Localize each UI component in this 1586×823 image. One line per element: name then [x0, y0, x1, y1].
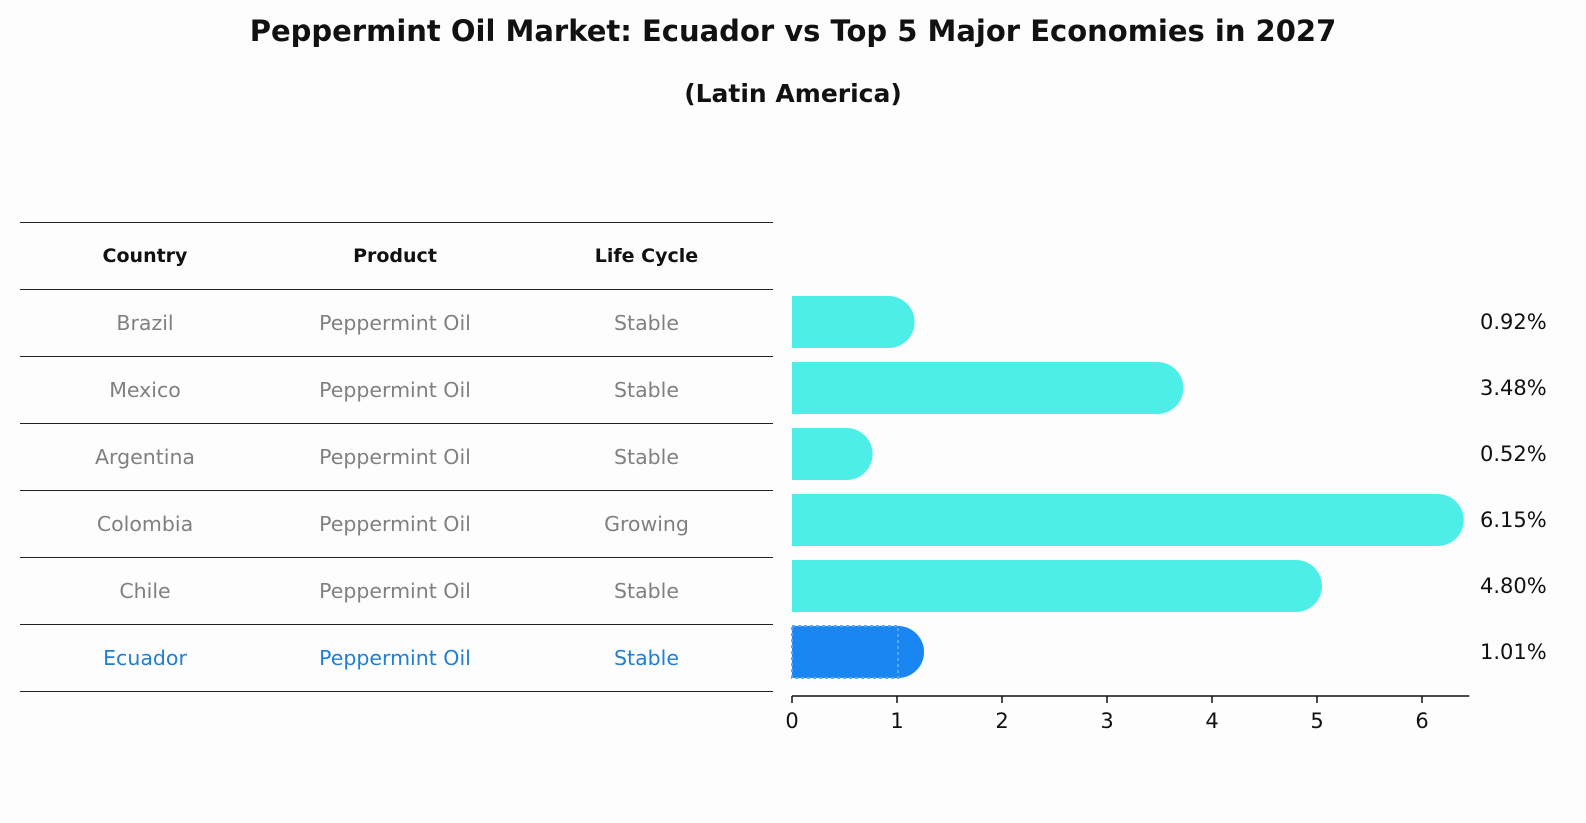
life-cycle-cell: Stable	[614, 579, 679, 603]
table-row: Brazil Peppermint Oil Stable	[20, 290, 773, 357]
bar-value-label: 6.15%	[1480, 508, 1547, 532]
data-table: Country Product Life Cycle Brazil Pepper…	[20, 222, 773, 692]
country-cell: Mexico	[109, 378, 181, 402]
header-product: Product	[353, 245, 437, 267]
life-cycle-cell: Stable	[614, 378, 679, 402]
chart-title: Peppermint Oil Market: Ecuador vs Top 5 …	[249, 14, 1337, 48]
bar-highlight-outline	[791, 625, 900, 679]
chart-subtitle: (Latin America)	[684, 79, 902, 108]
header-country: Country	[102, 245, 188, 267]
product-cell: Peppermint Oil	[319, 378, 471, 402]
bar	[792, 494, 1464, 546]
bar	[792, 362, 1184, 414]
x-tick-label: 5	[1310, 709, 1323, 733]
x-tick-label: 0	[785, 709, 798, 733]
bar	[792, 428, 873, 480]
bar-value-label: 0.92%	[1480, 310, 1547, 334]
life-cycle-cell: Stable	[614, 445, 679, 469]
product-cell: Peppermint Oil	[319, 512, 471, 536]
bar	[792, 296, 915, 348]
x-tick-label: 6	[1415, 709, 1428, 733]
table-row: Chile Peppermint Oil Stable	[20, 558, 773, 625]
country-cell: Brazil	[116, 311, 174, 335]
life-cycle-cell: Stable	[614, 311, 679, 335]
product-cell: Peppermint Oil	[319, 445, 471, 469]
bar-value-label: 3.48%	[1480, 376, 1547, 400]
header-life-cycle: Life Cycle	[594, 245, 699, 267]
bar	[792, 560, 1322, 612]
table-row: Colombia Peppermint Oil Growing	[20, 491, 773, 558]
table-row-highlighted: Ecuador Peppermint Oil Stable	[20, 625, 773, 692]
bar-highlighted	[792, 626, 925, 678]
x-tick-label: 1	[890, 709, 903, 733]
bar-value-label: 1.01%	[1480, 640, 1547, 664]
product-cell: Peppermint Oil	[319, 311, 471, 335]
x-tick-label: 4	[1205, 709, 1218, 733]
table-row: Mexico Peppermint Oil Stable	[20, 357, 773, 424]
bar-value-label: 4.80%	[1480, 574, 1547, 598]
product-cell: Peppermint Oil	[319, 646, 471, 670]
table-header-row: Country Product Life Cycle	[20, 222, 773, 290]
life-cycle-cell: Growing	[604, 512, 689, 536]
life-cycle-cell: Stable	[614, 646, 679, 670]
country-cell: Colombia	[96, 512, 194, 536]
table-row: Argentina Peppermint Oil Stable	[20, 424, 773, 491]
country-cell: Ecuador	[103, 646, 187, 670]
x-tick-label: 2	[995, 709, 1008, 733]
country-cell: Chile	[119, 579, 171, 603]
country-cell: Argentina	[95, 445, 195, 469]
x-tick-label: 3	[1100, 709, 1113, 733]
product-cell: Peppermint Oil	[319, 579, 471, 603]
bar-value-label: 0.52%	[1480, 442, 1547, 466]
